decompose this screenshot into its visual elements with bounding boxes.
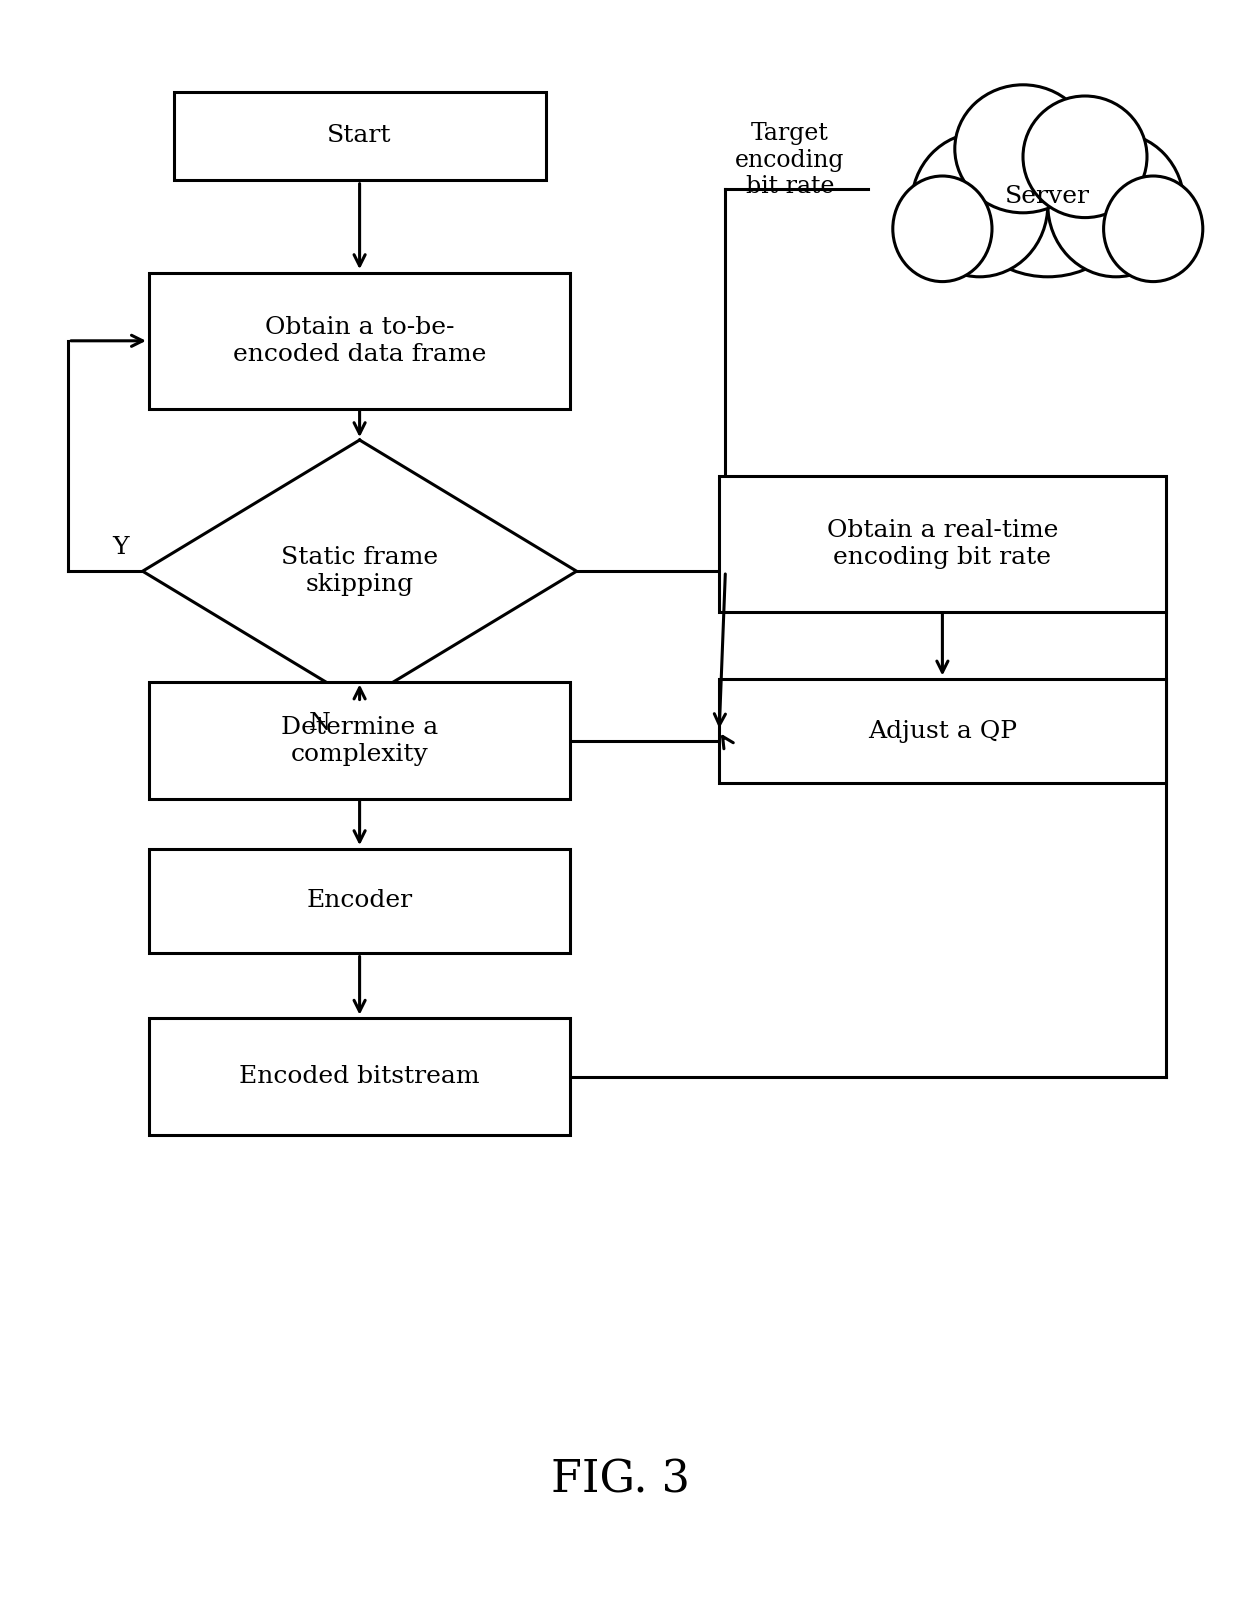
Ellipse shape [955,101,1141,277]
FancyBboxPatch shape [149,1018,570,1136]
Ellipse shape [911,133,1048,277]
Text: Obtain a to-be-
encoded data frame: Obtain a to-be- encoded data frame [233,317,486,365]
Ellipse shape [955,85,1091,213]
Text: N: N [309,712,331,734]
FancyBboxPatch shape [149,682,570,798]
Text: Target
encoding
bit rate: Target encoding bit rate [735,122,844,198]
Ellipse shape [893,176,992,282]
Text: Start: Start [327,125,392,147]
Ellipse shape [1048,133,1184,277]
Ellipse shape [1023,96,1147,218]
Text: Server: Server [1006,186,1090,208]
FancyBboxPatch shape [719,477,1166,611]
Text: Y: Y [112,536,129,558]
Text: Obtain a real-time
encoding bit rate: Obtain a real-time encoding bit rate [827,518,1058,568]
FancyBboxPatch shape [149,848,570,954]
Text: Adjust a QP: Adjust a QP [868,720,1017,742]
Text: Static frame
skipping: Static frame skipping [281,547,438,595]
Ellipse shape [1104,176,1203,282]
Text: Determine a
complexity: Determine a complexity [281,717,438,765]
FancyBboxPatch shape [149,272,570,408]
Text: Encoded bitstream: Encoded bitstream [239,1066,480,1088]
FancyBboxPatch shape [174,91,546,179]
FancyBboxPatch shape [719,678,1166,782]
Text: Encoder: Encoder [306,890,413,912]
Text: FIG. 3: FIG. 3 [551,1459,689,1501]
